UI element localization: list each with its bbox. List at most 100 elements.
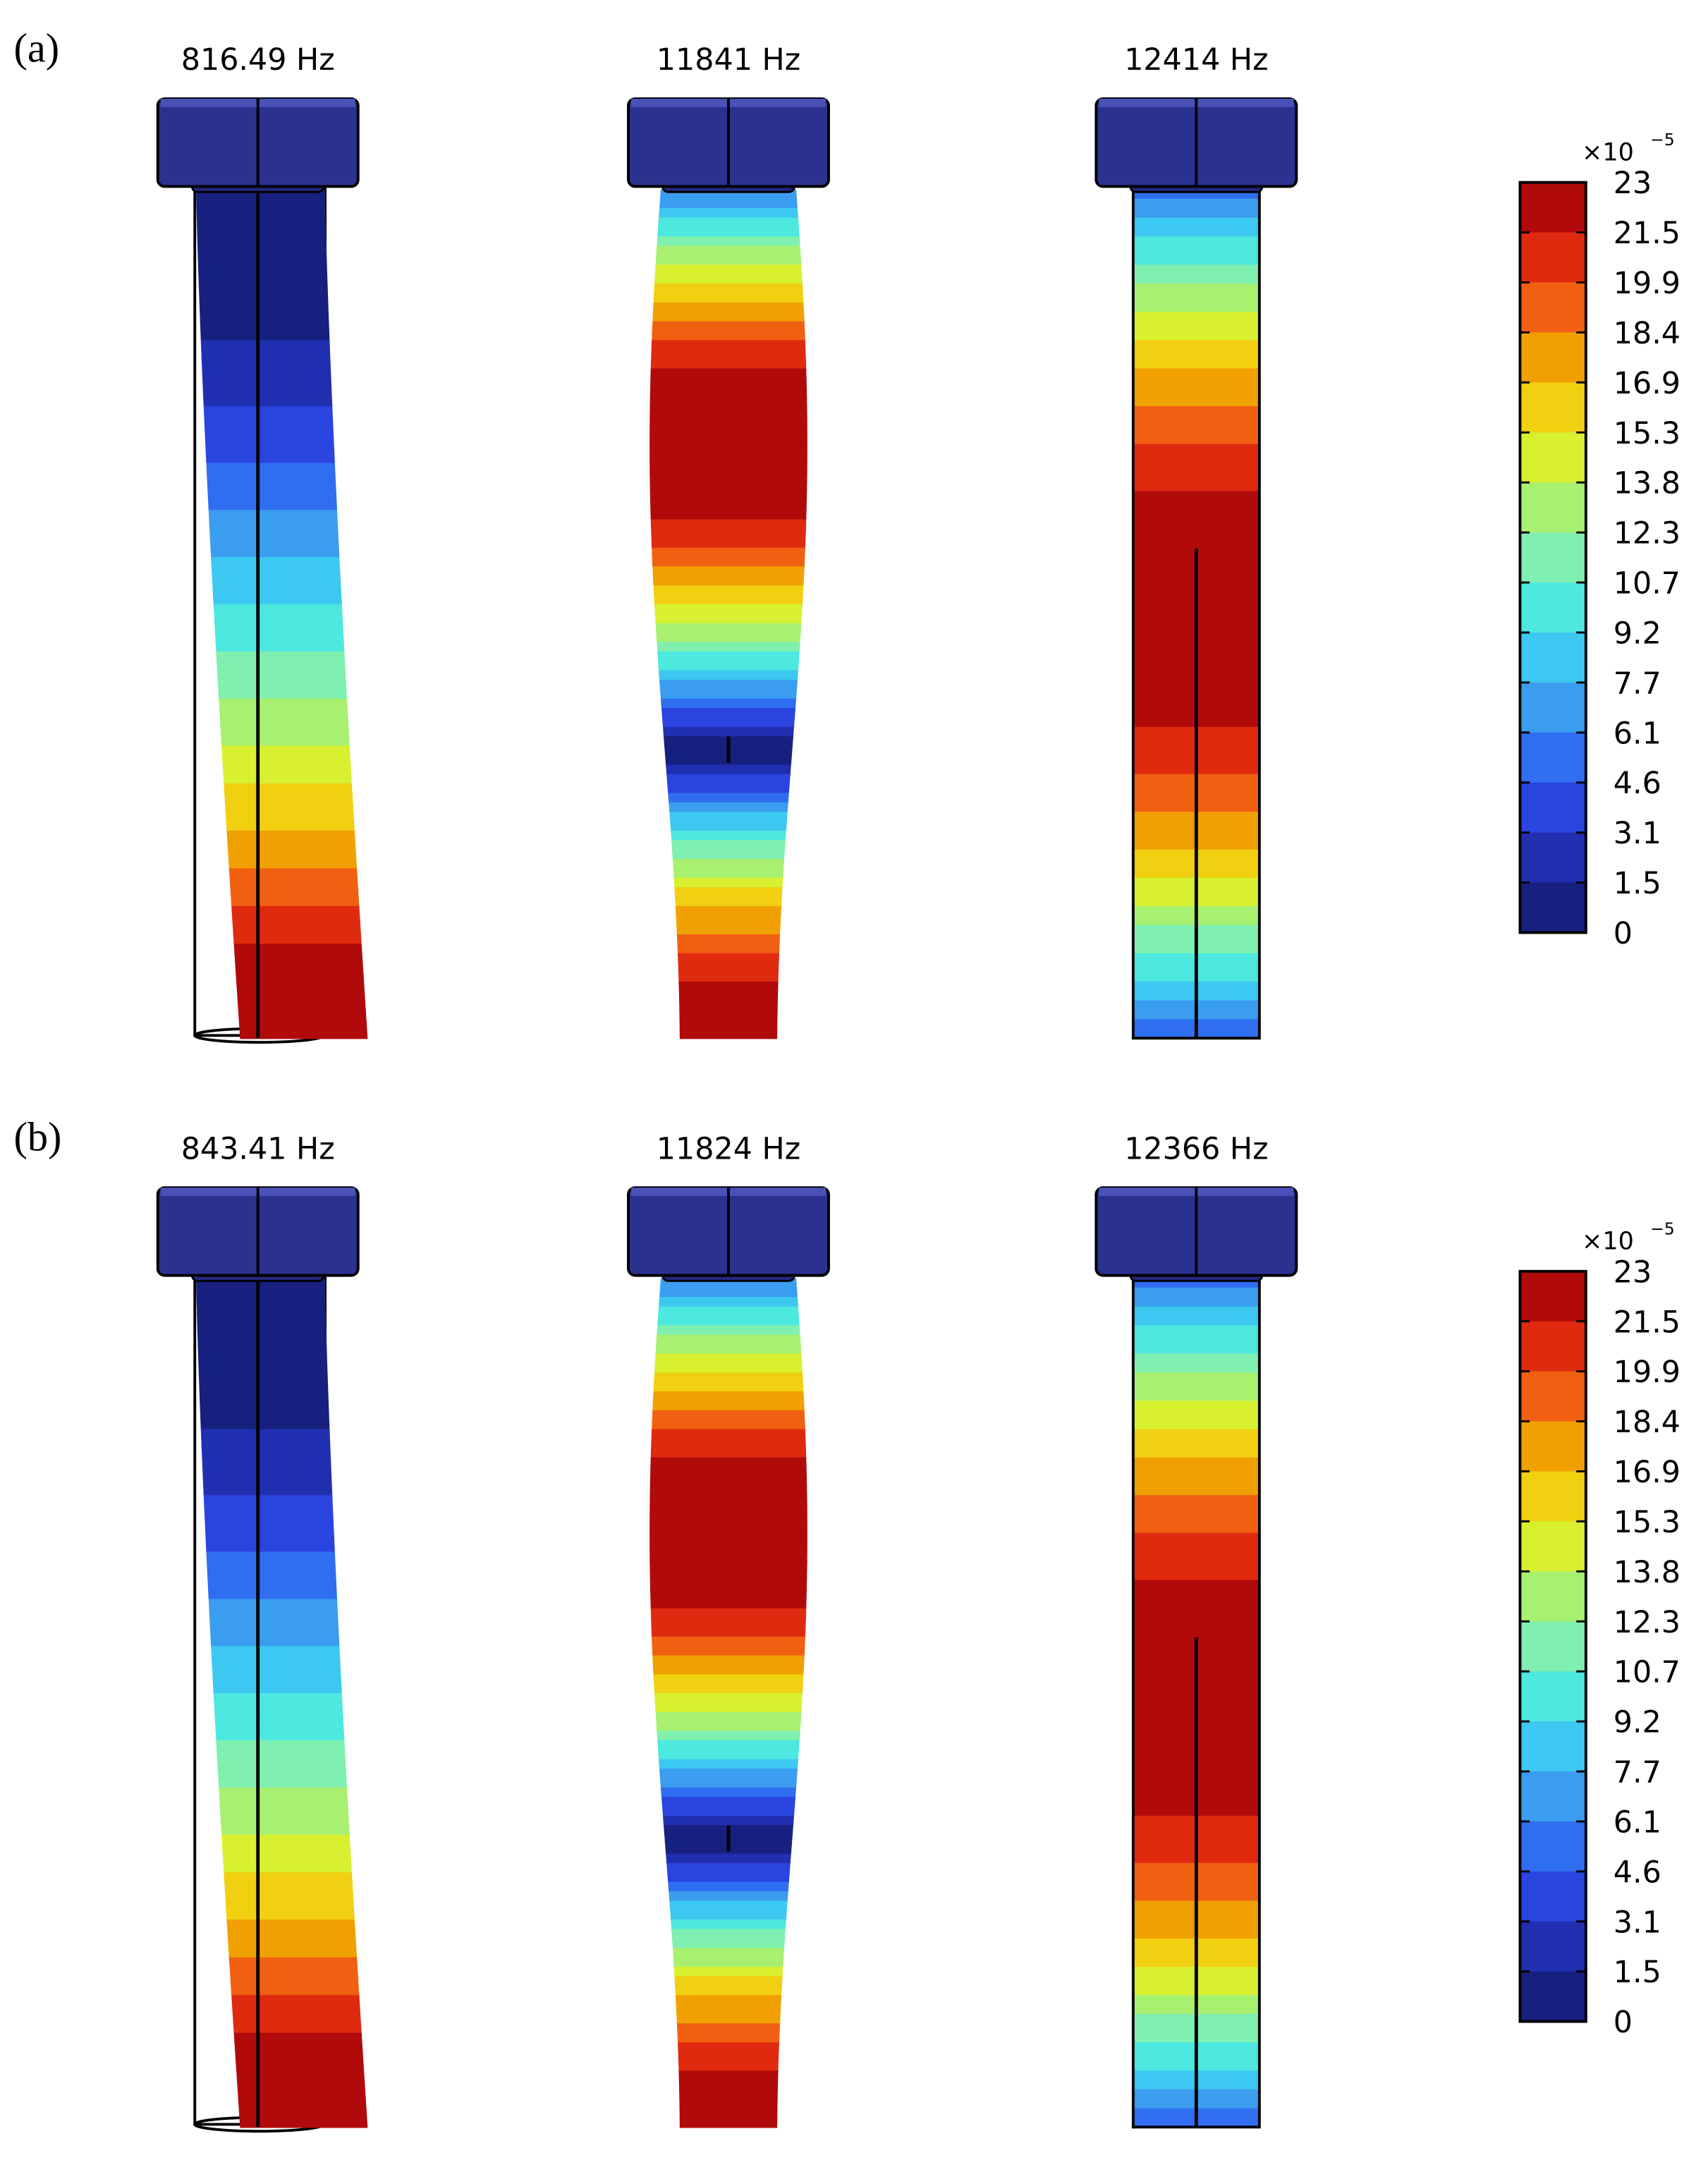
shaft-band [653,1674,804,1685]
colorbar-exponent: −5 [1650,1219,1674,1238]
shaft-band [652,302,805,313]
shaft-band [221,1834,350,1845]
shaft-band [1133,349,1259,360]
shaft-band [1133,340,1259,350]
shaft-band [224,793,353,803]
shaft-band [652,1664,805,1676]
shaft-band [232,915,361,926]
shaft-band [679,2108,778,2119]
shaft-band [650,377,807,389]
shaft-band [206,463,336,473]
shaft-band [655,1344,802,1355]
shaft-band [649,1504,807,1515]
colorbar-band [1520,782,1586,834]
shaft-band [207,491,337,501]
shaft-band [1133,331,1259,341]
colorbar-tick-label: 19.9 [1614,1355,1680,1390]
shaft-band [204,1504,334,1515]
shaft-band [678,991,779,1001]
colorbar-band [1520,1721,1586,1772]
mode-title: 12366 Hz [1124,1131,1268,1166]
shaft-band [197,236,327,247]
shaft-band [1133,274,1259,285]
colorbar-tick-label: 15.3 [1614,1505,1680,1540]
colorbar-tick-label: 6.1 [1614,1805,1661,1840]
bolt [156,1186,368,2133]
colorbar-exponent: −5 [1650,130,1674,150]
shaft-band [214,1711,343,1723]
shaft-band [225,812,355,822]
shaft-band [649,415,807,426]
shaft-band [1133,1410,1259,1421]
colorbar-band [1520,582,1586,633]
shaft-band [196,217,327,228]
shaft-band [196,208,326,219]
shaft-band [657,651,800,662]
shaft-band [202,377,332,389]
colorbar-band [1520,1271,1586,1322]
shaft-band [1133,538,1259,549]
shaft-band [233,934,362,945]
bolt [627,97,830,1039]
shaft-band [1133,1334,1259,1346]
shaft-band [202,1476,332,1487]
shaft-band [227,1929,356,1939]
shaft-band [1133,1448,1259,1458]
shaft-band [1133,1457,1259,1468]
shaft-band [654,1693,803,1704]
mode-title: 12414 Hz [1124,42,1268,78]
colorbar-tick-label: 21.5 [1614,216,1680,251]
shaft-band [650,1599,807,1609]
shaft-band [225,1900,355,1911]
shaft-band [229,877,358,889]
shaft-band [650,1448,807,1458]
shaft-band [669,1891,788,1902]
shaft-band [198,283,328,294]
shaft-band [237,1000,366,1011]
shaft-band [234,953,363,964]
shaft-band [679,1028,778,1039]
shaft-band [651,1429,806,1440]
shaft-band [205,434,334,445]
shaft-band [231,1985,360,1996]
shaft-band [236,2070,365,2081]
colorbar-band [1520,1521,1586,1573]
shaft-band [199,293,329,304]
shaft-band [656,1721,801,1732]
shaft-band [214,1721,344,1732]
shaft-band [232,925,361,936]
shaft-band [203,406,333,417]
shaft-band [657,642,800,652]
shaft-band [673,1957,784,1968]
colorbar-tick-label: 18.4 [1614,316,1680,351]
shaft-band [236,991,365,1001]
shaft-band [650,359,807,370]
shaft-band [678,953,779,964]
shaft-band [1133,1551,1259,1562]
shaft-band [672,1938,785,1949]
shaft-band [1133,293,1259,304]
shaft-band [1133,425,1259,436]
shaft-band [1133,1504,1259,1515]
shaft-band [213,1683,342,1695]
shaft-band [659,1759,798,1770]
shaft-band [228,868,358,879]
shaft-band [214,623,343,634]
shaft-band [1133,444,1259,455]
shaft-band [671,1920,786,1930]
shaft-band [675,896,782,908]
colorbar-tick-label: 3.1 [1614,1905,1661,1940]
shaft-band [238,2108,367,2119]
mode-title: 843.41 Hz [181,1131,335,1166]
shaft-band [658,1306,799,1317]
shaft-band [1133,1608,1259,1619]
shaft-band [674,887,783,898]
shaft-band [207,1580,337,1591]
colorbar-tick-label: 21.5 [1614,1305,1680,1340]
shaft-band [224,1881,353,1893]
shaft-band [235,963,364,973]
shaft-band [204,415,334,426]
shaft-band [678,972,779,983]
shaft-band [221,1844,351,1855]
shaft-band [1133,1627,1259,1637]
